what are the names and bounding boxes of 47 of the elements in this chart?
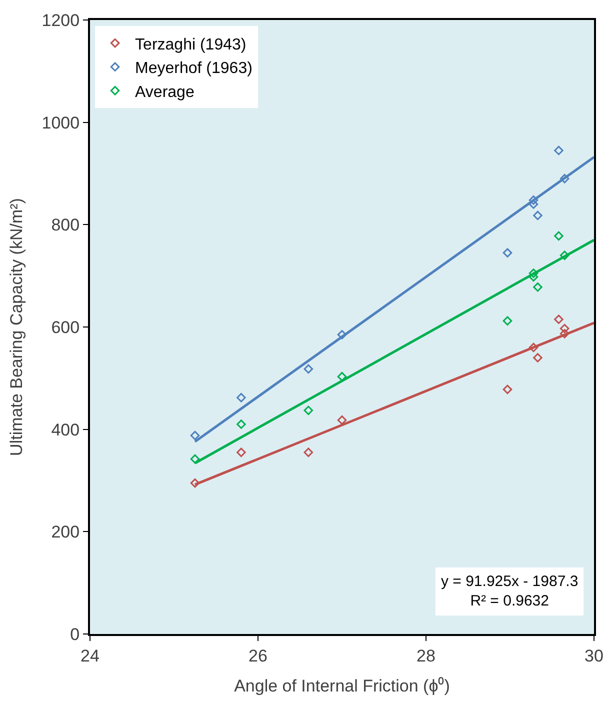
point [190, 454, 200, 464]
point [502, 248, 512, 258]
annotation: y = 91.925x - 1987.3 R² = 0.9632 [441, 573, 578, 610]
point [560, 174, 570, 184]
point [528, 272, 538, 282]
point [502, 316, 512, 326]
y-axis-title: Ultimate Bearing Capacity (kN/m²) [6, 198, 26, 456]
point [554, 146, 564, 156]
point [236, 420, 246, 429]
point [528, 195, 538, 205]
point [337, 415, 347, 425]
point [304, 406, 314, 416]
point [304, 364, 314, 374]
x-tick-label: 26 [248, 646, 268, 666]
y-tick-label: 400 [51, 420, 80, 440]
legend-label: Average [135, 84, 194, 101]
y-tick-label: 600 [51, 318, 80, 337]
x-axis-title: Angle of Internal Friction (ϕ⁰) [234, 676, 450, 696]
legend-label: Terzaghi (1943) [135, 36, 246, 54]
x-tick-label: 30 [584, 646, 604, 666]
point [554, 314, 564, 324]
point [528, 200, 538, 209]
point [528, 268, 538, 278]
point [236, 448, 246, 458]
point [337, 372, 347, 382]
point [533, 353, 542, 362]
point [528, 342, 538, 352]
x-tick-label: 28 [416, 646, 436, 666]
y-tick-label: 0 [70, 624, 80, 644]
point [560, 324, 570, 334]
point [236, 392, 246, 402]
point [190, 478, 200, 488]
y-tick-label: 1000 [42, 113, 80, 132]
legend-label: Meyerhof (1963) [135, 60, 252, 78]
point [190, 430, 200, 440]
y-tick-label: 800 [51, 216, 80, 235]
point [337, 330, 347, 340]
point [533, 210, 542, 220]
y-tick-label: 200 [51, 522, 80, 542]
point [560, 329, 570, 338]
point [304, 448, 314, 458]
point [560, 250, 570, 260]
point [502, 384, 512, 394]
x-tick-label: 24 [80, 646, 100, 666]
point [533, 282, 542, 292]
y-tick-label: 1200 [42, 10, 80, 30]
point [554, 231, 564, 241]
